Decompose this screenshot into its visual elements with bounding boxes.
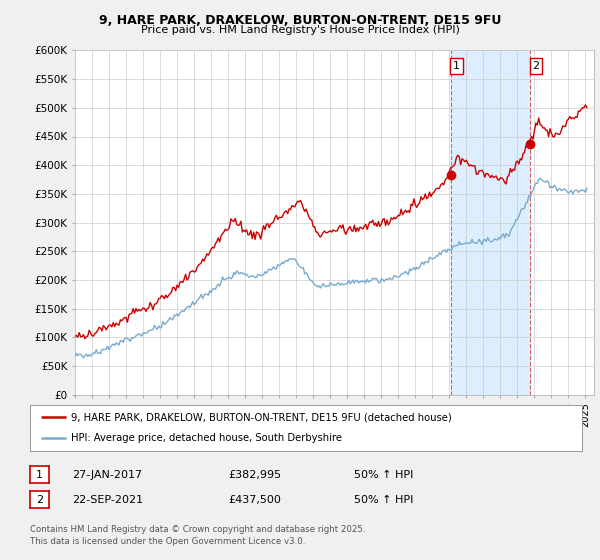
Text: 50% ↑ HPI: 50% ↑ HPI [354,470,413,480]
Text: Contains HM Land Registry data © Crown copyright and database right 2025.
This d: Contains HM Land Registry data © Crown c… [30,525,365,546]
Text: £437,500: £437,500 [228,494,281,505]
Text: HPI: Average price, detached house, South Derbyshire: HPI: Average price, detached house, Sout… [71,433,343,444]
Text: 22-SEP-2021: 22-SEP-2021 [72,494,143,505]
Text: 9, HARE PARK, DRAKELOW, BURTON-ON-TRENT, DE15 9FU (detached house): 9, HARE PARK, DRAKELOW, BURTON-ON-TRENT,… [71,412,452,422]
Text: Price paid vs. HM Land Registry's House Price Index (HPI): Price paid vs. HM Land Registry's House … [140,25,460,35]
Text: 1: 1 [36,470,43,480]
Bar [451,50,530,395]
Text: 9, HARE PARK, DRAKELOW, BURTON-ON-TRENT, DE15 9FU: 9, HARE PARK, DRAKELOW, BURTON-ON-TRENT,… [99,14,501,27]
Text: 2: 2 [532,60,539,71]
Text: 27-JAN-2017: 27-JAN-2017 [72,470,142,480]
Text: £382,995: £382,995 [228,470,281,480]
Text: 2: 2 [36,494,43,505]
Text: 1: 1 [453,60,460,71]
Text: 50% ↑ HPI: 50% ↑ HPI [354,494,413,505]
